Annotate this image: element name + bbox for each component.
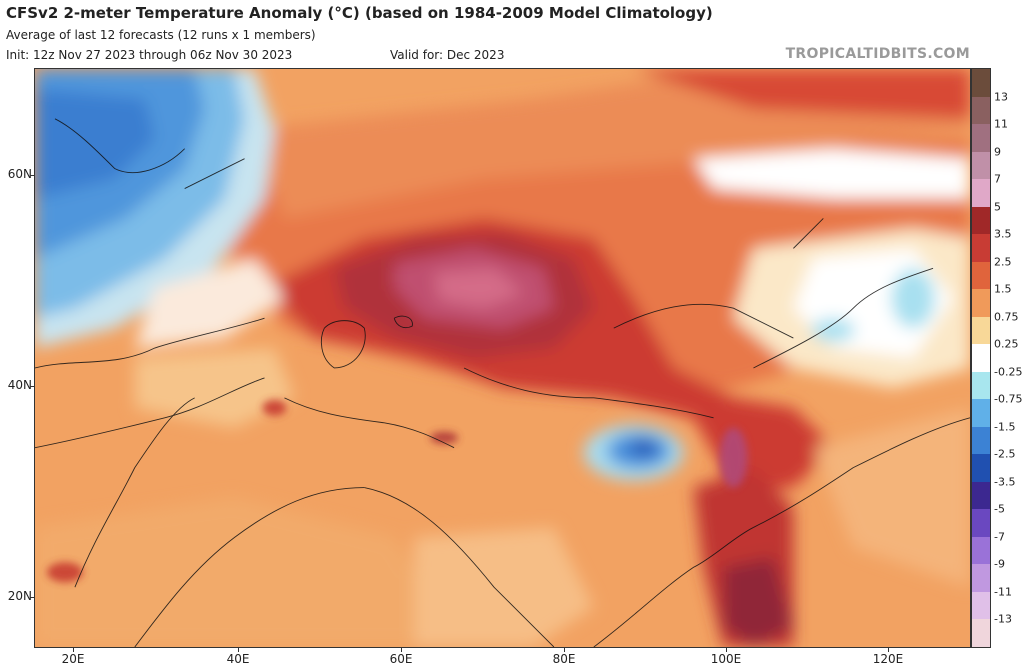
colorbar-swatch [972, 481, 990, 510]
colorbar-label: 7 [994, 172, 1001, 186]
lon-tick [238, 648, 239, 652]
lon-tick [564, 648, 565, 652]
lon-label-60e: 60E [389, 652, 413, 666]
colorbar-swatch [972, 316, 990, 345]
lon-label-20e: 20E [61, 652, 85, 666]
lon-label-80e: 80E [552, 652, 576, 666]
colorbar-swatch [972, 261, 990, 290]
colorbar-swatch [972, 591, 990, 620]
colorbar-label: 11 [994, 117, 1008, 131]
colorbar-swatch [972, 69, 990, 98]
lat-tick [30, 175, 34, 176]
lat-tick [30, 597, 34, 598]
lon-tick [73, 648, 74, 652]
colorbar-swatch [972, 234, 990, 263]
lon-label-40e: 40E [226, 652, 250, 666]
colorbar [971, 68, 991, 648]
colorbar-label: -2.5 [994, 447, 1016, 461]
colorbar-swatch [972, 454, 990, 483]
colorbar-label: 0.75 [994, 310, 1019, 324]
lon-tick [888, 648, 889, 652]
brand-watermark: TROPICALTIDBITS.COM [785, 46, 970, 62]
colorbar-swatch [972, 509, 990, 538]
colorbar-label: -11 [994, 585, 1012, 599]
colorbar-label: -5 [994, 502, 1005, 516]
colorbar-swatch [972, 96, 990, 125]
lat-label-20n: 20N [7, 589, 32, 603]
lat-tick [30, 386, 34, 387]
colorbar-label: -0.25 [994, 365, 1023, 379]
colorbar-swatch [972, 399, 990, 428]
lat-label-40n: 40N [7, 378, 32, 392]
colorbar-label: -3.5 [994, 475, 1016, 489]
lon-label-120e: 120E [872, 652, 904, 666]
colorbar-swatch [972, 619, 990, 648]
colorbar-swatch [972, 179, 990, 208]
colorbar-swatch [972, 206, 990, 235]
temperature-anomaly-map [34, 68, 971, 648]
colorbar-label: -1.5 [994, 420, 1016, 434]
colorbar-label: 1.5 [994, 282, 1012, 296]
colorbar-swatch [972, 289, 990, 318]
init-text: Init: 12z Nov 27 2023 through 06z Nov 30… [6, 48, 293, 62]
map-subtitle: Average of last 12 forecasts (12 runs x … [6, 28, 316, 42]
lon-tick [401, 648, 402, 652]
lon-tick [726, 648, 727, 652]
colorbar-label: 5 [994, 200, 1001, 214]
lon-label-100e: 100E [710, 652, 742, 666]
colorbar-label: -13 [994, 612, 1012, 626]
colorbar-label: -7 [994, 530, 1005, 544]
valid-text: Valid for: Dec 2023 [390, 48, 505, 62]
colorbar-label: 2.5 [994, 255, 1012, 269]
colorbar-swatch [972, 124, 990, 153]
colorbar-swatch [972, 344, 990, 373]
colorbar-swatch [972, 536, 990, 565]
colorbar-swatch [972, 564, 990, 593]
colorbar-label: 3.5 [994, 227, 1012, 241]
colorbar-label: 13 [994, 90, 1008, 104]
colorbar-swatch [972, 426, 990, 455]
colorbar-label: -0.75 [994, 392, 1023, 406]
colorbar-swatch [972, 151, 990, 180]
lat-label-60n: 60N [7, 167, 32, 181]
colorbar-label: -9 [994, 557, 1005, 571]
colorbar-label: 9 [994, 145, 1001, 159]
colorbar-swatch [972, 371, 990, 400]
map-title: CFSv2 2-meter Temperature Anomaly (°C) (… [6, 4, 713, 22]
colorbar-label: 0.25 [994, 337, 1019, 351]
